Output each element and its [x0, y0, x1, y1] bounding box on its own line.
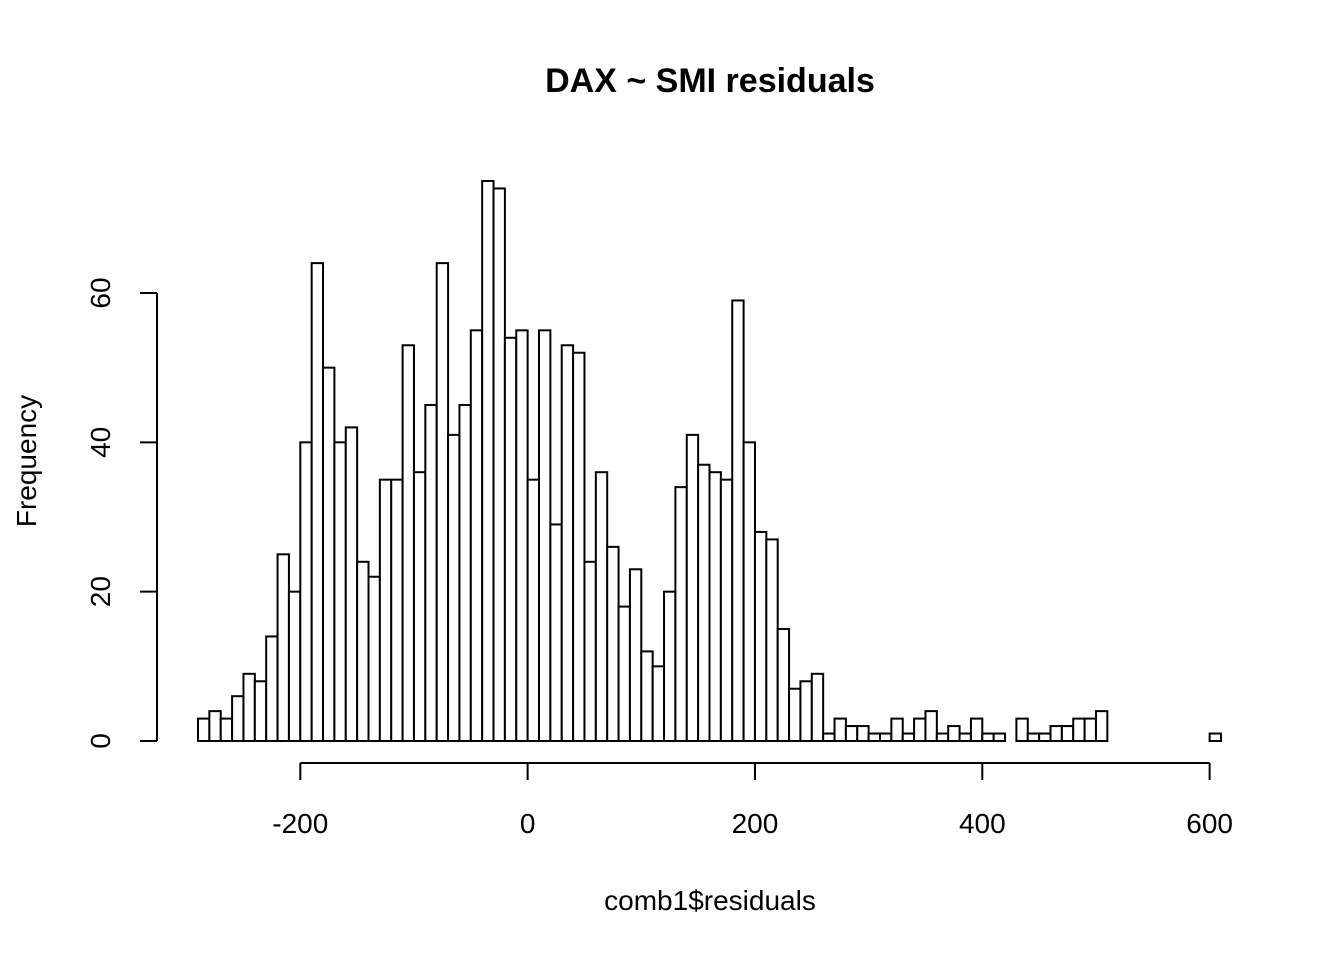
bar: [867, 732, 882, 742]
bar: [378, 478, 393, 742]
bar: [685, 433, 700, 742]
bar: [447, 433, 461, 742]
x-axis-label: comb1$residuals: [604, 885, 816, 916]
bar: [890, 717, 904, 742]
bar: [242, 672, 256, 742]
bar: [788, 687, 802, 743]
bar: [265, 635, 279, 743]
bar: [503, 336, 518, 742]
bar: [583, 560, 597, 742]
bar: [492, 187, 506, 742]
bar: [208, 710, 222, 743]
bar: [1015, 717, 1029, 742]
bar: [913, 717, 927, 742]
bar: [697, 463, 711, 742]
bar: [1049, 725, 1063, 742]
bar: [424, 404, 438, 742]
x-tick-label: 400: [959, 808, 1006, 839]
bar: [469, 329, 484, 742]
y-tick-label: 40: [85, 427, 116, 458]
bar: [1038, 732, 1052, 742]
bar: [1060, 725, 1075, 742]
x-tick-label: 0: [520, 808, 536, 839]
bar: [753, 530, 768, 743]
bar: [708, 471, 722, 742]
bar: [253, 680, 268, 742]
bar: [1094, 710, 1109, 743]
y-tick-label: 0: [85, 733, 116, 749]
bar: [219, 717, 234, 742]
bar: [572, 351, 586, 742]
bar: [560, 344, 575, 742]
bar: [1072, 717, 1086, 742]
bar: [197, 717, 211, 742]
bar: [549, 523, 563, 743]
bar: [822, 732, 836, 742]
bar: [333, 441, 347, 742]
bar: [412, 471, 427, 742]
bar: [1208, 732, 1222, 742]
bar: [526, 478, 541, 742]
bar: [981, 732, 995, 742]
bar: [606, 545, 620, 742]
bar: [231, 695, 245, 743]
chart-title: DAX ~ SMI residuals: [545, 62, 875, 100]
bar: [1083, 717, 1097, 742]
bar: [742, 441, 756, 742]
bar: [833, 717, 847, 742]
bar: [617, 605, 631, 742]
y-axis-label: Frequency: [11, 395, 42, 527]
bar: [958, 732, 972, 742]
bar: [515, 329, 529, 742]
bar: [844, 725, 859, 742]
bar: [731, 299, 745, 742]
bar: [924, 710, 938, 743]
bar: [356, 560, 370, 742]
bar: [538, 329, 552, 742]
y-tick-label: 60: [85, 277, 116, 308]
bar: [674, 486, 688, 742]
bar: [776, 628, 791, 742]
bar: [810, 672, 825, 742]
bar: [299, 441, 313, 742]
y-tick-label: 20: [85, 576, 116, 607]
bar: [435, 262, 450, 742]
bar: [856, 725, 870, 742]
bar: [322, 366, 336, 742]
bar: [969, 717, 984, 742]
bar: [1026, 732, 1041, 742]
bar: [901, 732, 916, 742]
bar: [594, 471, 609, 742]
bar: [628, 568, 643, 742]
bar: [765, 538, 779, 743]
bar: [992, 732, 1007, 742]
bar: [390, 478, 404, 742]
bar: [935, 732, 950, 742]
bar: [344, 426, 359, 742]
bar: [947, 725, 961, 742]
x-tick-label: 600: [1186, 808, 1233, 839]
x-tick-label: 200: [732, 808, 779, 839]
bar: [367, 575, 381, 742]
bar: [401, 344, 415, 742]
bar: [287, 590, 302, 743]
bar: [276, 553, 290, 742]
bar: [663, 590, 677, 743]
bar: [879, 732, 893, 742]
bar: [799, 680, 813, 742]
x-tick-label: -200: [272, 808, 328, 839]
bar: [481, 180, 495, 742]
bar: [719, 478, 734, 742]
bar: [651, 665, 666, 742]
bar: [640, 650, 654, 743]
bar: [310, 262, 325, 742]
bar: [458, 404, 472, 742]
